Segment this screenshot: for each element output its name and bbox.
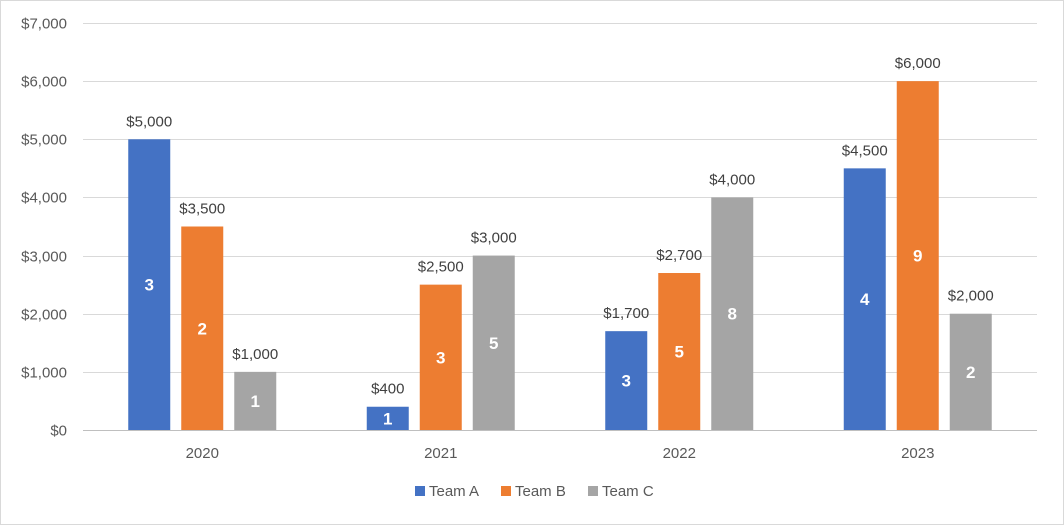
y-tick-label: $0: [50, 423, 67, 440]
y-tick-label: $4,000: [21, 190, 67, 207]
bar-inner-label: 1: [383, 409, 392, 428]
data-label: $4,500: [842, 142, 888, 159]
bar-inner-label: 4: [860, 290, 870, 309]
data-label: $2,700: [656, 247, 702, 264]
y-tick-label: $2,000: [21, 307, 67, 324]
data-label: $3,000: [471, 230, 517, 247]
bar-inner-label: 2: [198, 319, 207, 338]
x-axis: 2020 2021 2022 2023: [186, 445, 935, 462]
bar-team-c-2023: [949, 313, 992, 430]
bar-team-a-2023: [843, 168, 886, 430]
y-tick-label: $6,000: [21, 74, 67, 91]
legend-label: Team C: [602, 483, 654, 500]
y-tick-label: $1,000: [21, 365, 67, 382]
bar-inner-label: 3: [436, 348, 445, 367]
bar-team-a-2020: [128, 139, 171, 431]
bar-inner-label: 9: [913, 247, 922, 266]
bar-team-c-2020: [234, 371, 277, 430]
bar-team-c-2022: [711, 197, 754, 430]
bar-team-a-2021: [366, 406, 409, 430]
bar-team-b-2020: [181, 226, 224, 430]
bar-inner-label: 1: [251, 392, 260, 411]
bar-team-a-2022: [605, 331, 648, 430]
data-label: $4,000: [709, 171, 755, 188]
bar-inner-label: 3: [622, 372, 631, 391]
legend-label: Team B: [515, 483, 566, 500]
x-tick-label: 2021: [424, 445, 457, 462]
data-label: $5,000: [126, 113, 172, 130]
data-label: $6,000: [895, 55, 941, 72]
bar-team-b-2022: [658, 273, 701, 430]
data-label: $1,700: [603, 305, 649, 322]
bar-inner-label: 5: [489, 334, 498, 353]
bar-inner-label: 5: [675, 343, 684, 362]
data-label: $400: [371, 381, 404, 398]
bar-inner-label: 3: [145, 276, 154, 295]
bar-team-b-2021: [419, 284, 462, 430]
bar-team-b-2023: [896, 81, 939, 431]
legend: Team A Team B Team C: [415, 483, 654, 500]
data-label: $2,500: [418, 259, 464, 276]
x-tick-label: 2023: [901, 445, 934, 462]
data-label: $1,000: [232, 346, 278, 363]
y-axis: $0 $1,000 $2,000 $3,000 $4,000 $5,000 $6,000 $7…: [21, 16, 67, 440]
legend-swatch: [415, 486, 425, 496]
legend-label: Team A: [429, 483, 479, 500]
bar-inner-label: 2: [966, 363, 975, 382]
legend-swatch: [588, 486, 598, 496]
y-tick-label: $3,000: [21, 249, 67, 266]
bar-inner-label: 8: [728, 305, 737, 324]
data-label: $2,000: [948, 288, 994, 305]
y-tick-label: $5,000: [21, 132, 67, 149]
legend-swatch: [501, 486, 511, 496]
bar-team-c-2021: [472, 255, 515, 430]
y-tick-label: $7,000: [21, 16, 67, 33]
data-label: $3,500: [179, 201, 225, 218]
x-tick-label: 2020: [186, 445, 219, 462]
x-tick-label: 2022: [663, 445, 696, 462]
bars: $5,000 3 $3,500 2 $1,000 1 $400 1 $2,500 3 $3,000 5…: [126, 55, 994, 431]
